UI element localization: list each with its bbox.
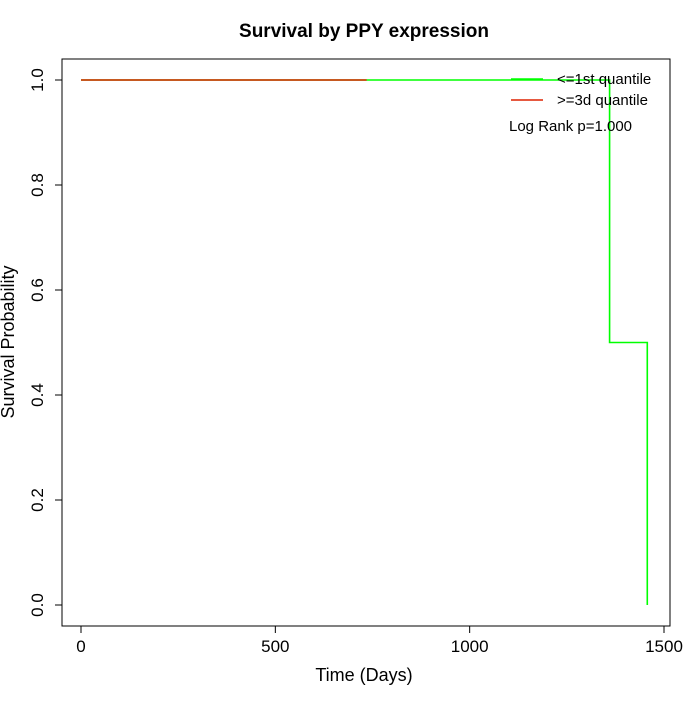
legend: <=1st quantile >=3d quantile bbox=[511, 71, 651, 109]
y-tick-label: 0.8 bbox=[28, 173, 47, 197]
x-tick-label: 0 bbox=[76, 637, 85, 656]
legend-label: >=3d quantile bbox=[557, 92, 648, 109]
y-tick-label: 0.4 bbox=[28, 383, 47, 407]
log-rank-annotation: Log Rank p=1.000 bbox=[509, 118, 632, 135]
y-tick-label: 0.2 bbox=[28, 488, 47, 512]
chart-title: Survival by PPY expression bbox=[239, 21, 489, 42]
plot-frame bbox=[61, 58, 671, 627]
y-tick-label: 0.6 bbox=[28, 278, 47, 302]
x-tick-label: 500 bbox=[261, 637, 289, 656]
y-axis: 0.0 0.2 0.4 0.6 0.8 1.0 bbox=[28, 68, 63, 617]
x-tick-label: 1000 bbox=[451, 637, 489, 656]
series-line-1 bbox=[81, 79, 649, 605]
x-axis-label: Time (Days) bbox=[315, 665, 412, 685]
y-tick-label: 0.0 bbox=[28, 593, 47, 617]
x-tick-label: 1500 bbox=[645, 637, 683, 656]
y-tick-label: 1.0 bbox=[28, 68, 47, 92]
x-axis: 0 500 1000 1500 bbox=[76, 625, 683, 656]
y-axis-label: Survival Probability bbox=[0, 265, 18, 418]
series-layer bbox=[81, 79, 649, 605]
legend-label: <=1st quantile bbox=[557, 71, 651, 88]
